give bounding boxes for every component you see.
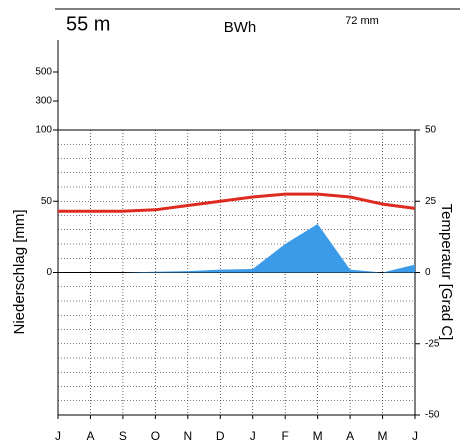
y2-tick-label: -25: [425, 338, 440, 349]
y2-tick-label: 25: [425, 196, 437, 207]
y2-axis-title: Temperatur [Grad C]: [438, 204, 455, 341]
x-tick-label: A: [86, 429, 94, 443]
y2-tick-label: -50: [425, 410, 440, 421]
x-tick-label: J: [55, 429, 61, 443]
annual-precipitation: 72 mm: [345, 15, 379, 27]
elevation: 55 m: [66, 13, 110, 35]
x-tick-label: D: [216, 429, 225, 443]
x-tick-label: S: [119, 429, 127, 443]
y-tick-label: 100: [35, 125, 52, 136]
y-tick-label: 50: [41, 196, 53, 207]
x-tick-label: J: [412, 429, 418, 443]
x-tick-label: O: [151, 429, 160, 443]
precipitation-area: [58, 224, 415, 273]
x-tick-label: M: [313, 429, 323, 443]
y2-tick-label: 0: [425, 267, 431, 278]
x-tick-label: M: [378, 429, 388, 443]
x-tick-label: J: [250, 429, 256, 443]
x-tick-label: N: [183, 429, 192, 443]
y-tick-label: 500: [35, 67, 52, 78]
x-tick-label: F: [282, 429, 289, 443]
y-axis-title: Niederschlag [mm]: [11, 209, 28, 334]
y2-tick-label: 50: [425, 125, 437, 136]
climate-class: BWh: [224, 19, 257, 36]
y-tick-label: 300: [35, 96, 52, 107]
y-tick-label: 0: [46, 267, 52, 278]
temperature-line: [58, 192, 416, 213]
x-tick-label: A: [346, 429, 354, 443]
